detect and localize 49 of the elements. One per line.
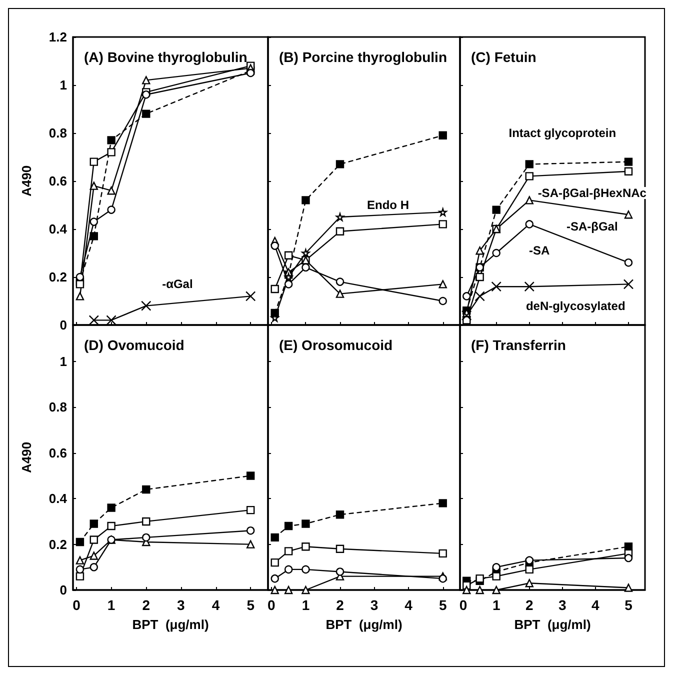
y-tick-label: 1: [60, 78, 67, 92]
y-tick-label: 0: [60, 318, 67, 332]
x-tick-label: 0: [72, 597, 81, 613]
text: (C) Fetuin: [471, 49, 536, 65]
annotation: Intact glycoprotein: [508, 126, 616, 140]
y-tick-label: 0.6: [48, 445, 67, 460]
y-tick-label: 0.4: [48, 491, 68, 506]
y-tick-label: 0.2: [48, 536, 67, 552]
y-tick-label: 0.4: [48, 222, 68, 236]
x-tick-label: 2: [336, 597, 344, 613]
x-axis-title: BPT (μg/ml): [132, 617, 209, 632]
text: (A) Bovine thyroglobulin: [84, 49, 248, 65]
y-axis-title: A490: [19, 165, 34, 197]
x-tick-label: 5: [624, 597, 633, 613]
x-tick-label: 5: [438, 597, 447, 613]
text: (B) Porcine thyroglobulin: [279, 49, 447, 65]
x-tick-label: 1: [302, 597, 310, 613]
x-tick-label: 2: [525, 597, 534, 613]
text: (D) Ovomucoid: [84, 337, 184, 353]
x-tick-label: 2: [142, 597, 150, 613]
x-tick-label: 3: [558, 597, 567, 613]
text: (E) Orosomucoid: [279, 337, 393, 353]
x-tick-label: 4: [592, 597, 600, 613]
annotation: -SA-βGal: [566, 220, 618, 234]
annotation: Endo H: [367, 198, 409, 212]
x-tick-label: 3: [370, 597, 378, 613]
y-tick-label: 0: [60, 582, 67, 598]
y-tick-label: 0.8: [48, 126, 67, 140]
y-tick-label: 0.2: [48, 270, 67, 284]
y-axis-title: A490: [19, 442, 34, 474]
annotation: -SA: [528, 244, 550, 258]
y-tick-label: 0.6: [48, 174, 67, 188]
x-tick-label: 4: [404, 597, 413, 613]
y-tick-label: 1: [60, 354, 67, 370]
x-tick-label: 1: [492, 597, 500, 613]
x-axis-title: BPT (μg/ml): [326, 617, 402, 632]
x-tick-label: 0: [459, 597, 468, 613]
annotation: -αGal: [162, 277, 193, 292]
x-axis-title: BPT (μg/ml): [514, 617, 591, 632]
x-tick-label: 5: [246, 597, 255, 613]
y-tick-label: 1.2: [48, 30, 67, 44]
x-tick-label: 0: [268, 597, 276, 613]
x-tick-label: 3: [177, 597, 186, 613]
y-tick-label: 0.8: [48, 400, 67, 415]
text: (F) Transferrin: [471, 337, 566, 353]
x-tick-label: 4: [212, 597, 220, 613]
annotation: -SA-βGal-βHexNAc: [538, 186, 647, 200]
annotation: deN-glycosylated: [526, 298, 626, 313]
x-tick-label: 1: [107, 597, 116, 613]
